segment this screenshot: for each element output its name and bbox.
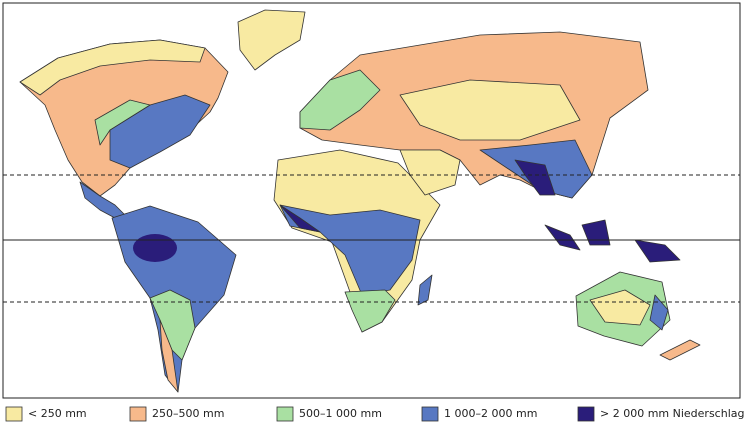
- af-very-wet-zone: [279, 204, 321, 233]
- new-guinea: [634, 239, 681, 263]
- legend-label: 1 000–2 000 mm: [444, 407, 537, 420]
- legend-label: 250–500 mm: [152, 407, 224, 420]
- legend-swatch: [129, 406, 147, 422]
- europe-mid-zone: [299, 69, 381, 131]
- asia-very-wet-zone: [514, 159, 556, 196]
- legend-swatch: [421, 406, 439, 422]
- legend-label: > 2 000 mm Niederschlag: [600, 407, 744, 420]
- sa-dry-zone: [159, 319, 179, 393]
- na-wet-zone: [109, 94, 211, 169]
- legend-label: 500–1 000 mm: [299, 407, 382, 420]
- legend: < 250 mm 250–500 mm 500–1 000 mm 1 000–2 00…: [5, 406, 744, 422]
- na-mid-zone: [94, 99, 151, 146]
- legend-swatch: [577, 406, 595, 422]
- amazon-wet-zone: [133, 234, 177, 262]
- legend-swatch: [276, 406, 294, 422]
- madagascar: [417, 274, 433, 306]
- legend-swatch: [5, 406, 23, 422]
- asia-dry-zone: [399, 79, 581, 141]
- af-mid-zone: [344, 289, 396, 333]
- continents: [19, 9, 701, 393]
- new-zealand: [659, 339, 701, 361]
- legend-label: < 250 mm: [28, 407, 87, 420]
- au-dry-zone: [589, 289, 651, 326]
- na-dry-zone: [19, 39, 206, 96]
- indonesia-1: [544, 224, 581, 251]
- greenland: [237, 9, 306, 71]
- au-wet-zone: [649, 294, 669, 331]
- indonesia-2: [581, 219, 611, 246]
